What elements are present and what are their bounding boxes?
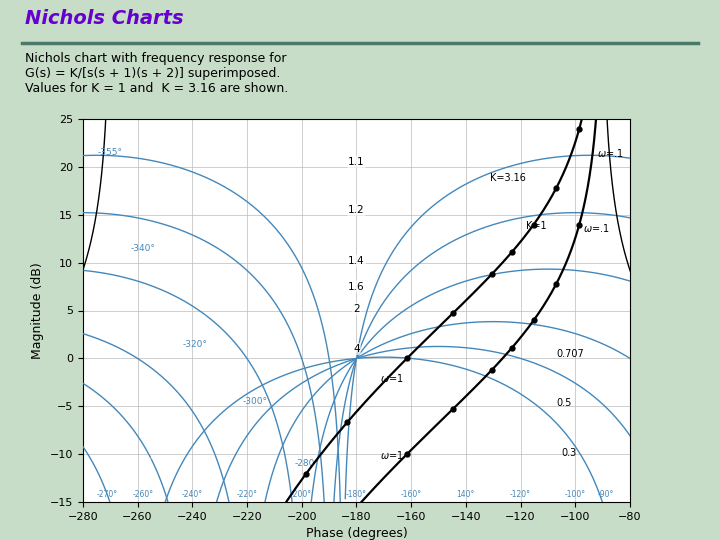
- Text: 1.2: 1.2: [348, 205, 365, 215]
- Text: Nichols Charts: Nichols Charts: [25, 9, 184, 28]
- Text: -280°: -280°: [294, 460, 320, 468]
- Text: -340°: -340°: [130, 244, 156, 253]
- Text: -260°: -260°: [132, 490, 153, 500]
- Text: $\omega$=.1: $\omega$=.1: [597, 147, 624, 159]
- Text: 0.3: 0.3: [562, 448, 577, 458]
- Text: -355°: -355°: [98, 148, 122, 157]
- Text: 0.5: 0.5: [556, 399, 572, 408]
- Text: K=1: K=1: [526, 221, 546, 231]
- Text: 1.1: 1.1: [348, 157, 365, 167]
- Text: -270°: -270°: [97, 490, 118, 500]
- Text: -200°: -200°: [291, 490, 312, 500]
- Text: 1.4: 1.4: [348, 255, 365, 266]
- Text: -300°: -300°: [243, 397, 268, 406]
- Text: -240°: -240°: [181, 490, 203, 500]
- Text: 4: 4: [353, 344, 360, 354]
- Text: Nichols chart with frequency response for
G(s) = K/[s(s + 1)(s + 2)] superimpose: Nichols chart with frequency response fo…: [25, 52, 289, 95]
- Text: 140°: 140°: [456, 490, 475, 500]
- Text: $\omega$=1: $\omega$=1: [380, 373, 404, 384]
- Text: $\omega$=1: $\omega$=1: [380, 449, 404, 461]
- Text: 2: 2: [353, 303, 360, 314]
- Text: -120°: -120°: [510, 490, 531, 500]
- Text: -320°: -320°: [183, 340, 207, 348]
- Text: 1.6: 1.6: [348, 281, 365, 292]
- Text: 0.707: 0.707: [556, 348, 584, 359]
- X-axis label: Phase (degrees): Phase (degrees): [305, 528, 408, 540]
- Text: -180°: -180°: [346, 490, 367, 500]
- Text: $\omega$=.1: $\omega$=.1: [583, 222, 610, 234]
- Y-axis label: Magnitude (dB): Magnitude (dB): [31, 262, 44, 359]
- Text: -90°: -90°: [597, 490, 613, 500]
- Text: -160°: -160°: [400, 490, 422, 500]
- Text: K=3.16: K=3.16: [490, 173, 526, 183]
- Text: -100°: -100°: [564, 490, 586, 500]
- Text: -220°: -220°: [236, 490, 258, 500]
